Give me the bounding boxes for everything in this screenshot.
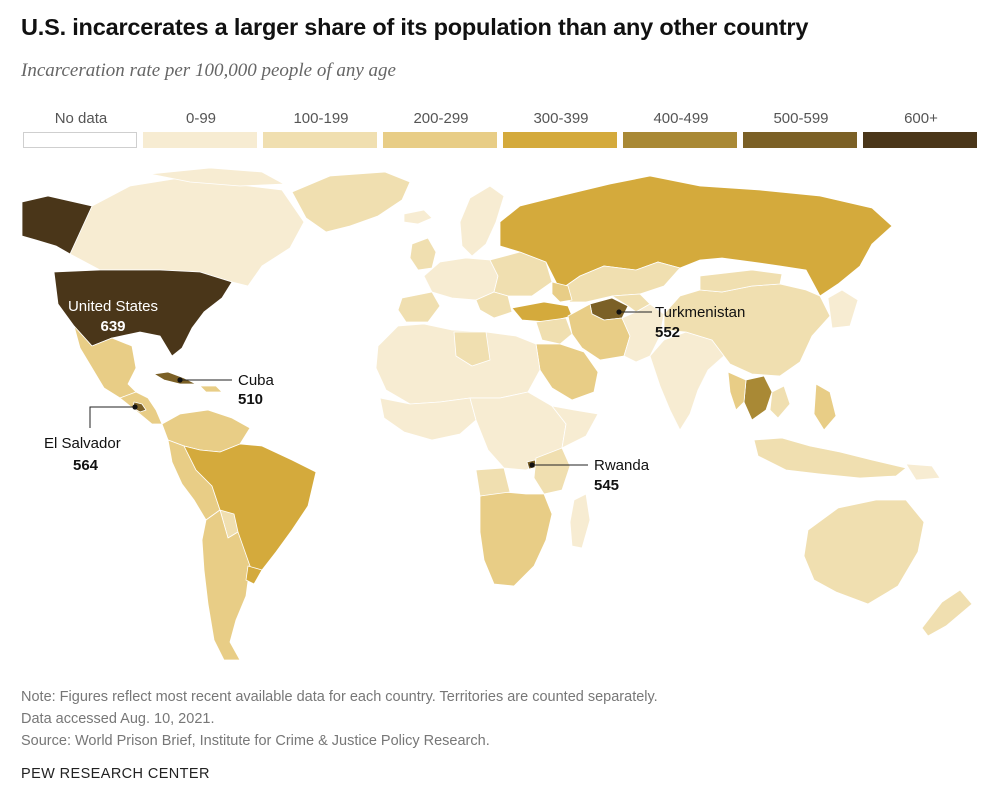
callout-value: 564 [73, 457, 99, 474]
callout-label: United States [68, 298, 158, 315]
country-north-africa [375, 323, 541, 405]
callout-label: Turkmenistan [655, 304, 745, 321]
legend-item-300-399: 300-399 [503, 108, 619, 152]
legend-swatch [143, 132, 257, 148]
legend-label: 400-499 [653, 110, 709, 127]
callout-value: 510 [238, 391, 263, 408]
legend-item-500-599: 500-599 [743, 108, 859, 152]
legend-label: 0-99 [185, 110, 217, 127]
country-kazakhstan [559, 261, 681, 303]
country-iceland [403, 209, 433, 225]
country-iraq-syria [535, 317, 573, 345]
callout-united-states: United States 639 [68, 298, 158, 335]
legend-swatch [863, 132, 977, 148]
callout-value: 639 [100, 318, 125, 335]
country-india [649, 331, 727, 431]
country-afghanistan-pakistan [621, 303, 665, 363]
country-angola [475, 467, 511, 497]
callout-label: Rwanda [594, 457, 650, 474]
world-choropleth-map: Cuba 510 El Salvador 564 Turkmenistan 55… [21, 167, 973, 661]
country-east-africa [533, 447, 571, 495]
country-horn-of-africa [551, 405, 599, 449]
country-new-zealand [921, 589, 973, 637]
country-madagascar [569, 493, 591, 549]
country-vietnam [769, 385, 791, 419]
country-saudi-arabia [535, 343, 599, 401]
legend-label: 300-399 [533, 110, 589, 127]
callout-label: El Salvador [44, 435, 121, 452]
country-caribbean [199, 385, 223, 393]
country-alaska-us [21, 195, 93, 255]
country-southeast-asia [727, 371, 747, 411]
country-iberia [397, 291, 441, 323]
callout-value: 552 [655, 324, 680, 341]
callout-cuba: Cuba 510 [177, 372, 275, 408]
country-uruguay [245, 565, 263, 585]
country-philippines [813, 383, 837, 431]
country-caucasus [551, 281, 573, 303]
chart-footnotes: Note: Figures reflect most recent availa… [21, 686, 658, 752]
legend-item-0-99: 0-99 [143, 108, 259, 152]
callout-rwanda: Rwanda 545 [529, 457, 650, 494]
country-scandinavia [459, 185, 505, 257]
legend-label: 200-299 [413, 110, 469, 127]
legend-item-600-plus: 600+ [863, 108, 979, 152]
country-argentina-chile [201, 509, 251, 661]
chart-subtitle: Incarceration rate per 100,000 people of… [21, 60, 396, 81]
country-korea-japan [827, 289, 859, 329]
legend-swatch [623, 132, 737, 148]
country-australia [803, 499, 925, 605]
country-indonesia-malaysia [753, 437, 907, 479]
country-thailand [743, 375, 773, 421]
country-greenland [291, 171, 411, 233]
legend-label: No data [54, 110, 108, 127]
legend-swatch [383, 132, 497, 148]
legend-item-100-199: 100-199 [263, 108, 379, 152]
brand-credit: PEW RESEARCH CENTER [21, 766, 210, 782]
country-libya [453, 331, 491, 367]
country-uk-ireland [409, 237, 437, 271]
country-mexico [73, 325, 137, 399]
country-western-europe [423, 257, 499, 301]
callout-value: 545 [594, 477, 619, 494]
legend-item-200-299: 200-299 [383, 108, 499, 152]
note-text: Note: Figures reflect most recent availa… [21, 689, 658, 705]
color-legend: No data 0-99 100-199 200-299 300-399 400… [23, 108, 979, 152]
country-mongolia [699, 269, 783, 293]
country-west-africa [379, 397, 477, 441]
country-balkans [475, 291, 513, 319]
legend-label: 500-599 [773, 110, 829, 127]
chart-title: U.S. incarcerates a larger share of its … [21, 14, 809, 40]
legend-label: 100-199 [293, 110, 349, 127]
legend-swatch [503, 132, 617, 148]
legend-item-no-data: No data [23, 108, 139, 152]
country-papua-new-guinea [905, 463, 941, 481]
legend-swatch [263, 132, 377, 148]
country-cuba [153, 371, 197, 385]
callout-turkmenistan: Turkmenistan 552 [616, 304, 745, 341]
accessed-text: Data accessed Aug. 10, 2021. [21, 711, 215, 727]
legend-swatch [743, 132, 857, 148]
legend-label: 600+ [904, 110, 938, 127]
callout-label: Cuba [238, 372, 275, 389]
callout-el-salvador: El Salvador 564 [44, 404, 138, 474]
legend-swatch [23, 132, 137, 148]
source-text: Source: World Prison Brief, Institute fo… [21, 733, 490, 749]
country-southern-africa [479, 491, 553, 587]
country-russia [499, 175, 893, 297]
country-canadian-islands [149, 167, 285, 187]
legend-item-400-499: 400-499 [623, 108, 739, 152]
